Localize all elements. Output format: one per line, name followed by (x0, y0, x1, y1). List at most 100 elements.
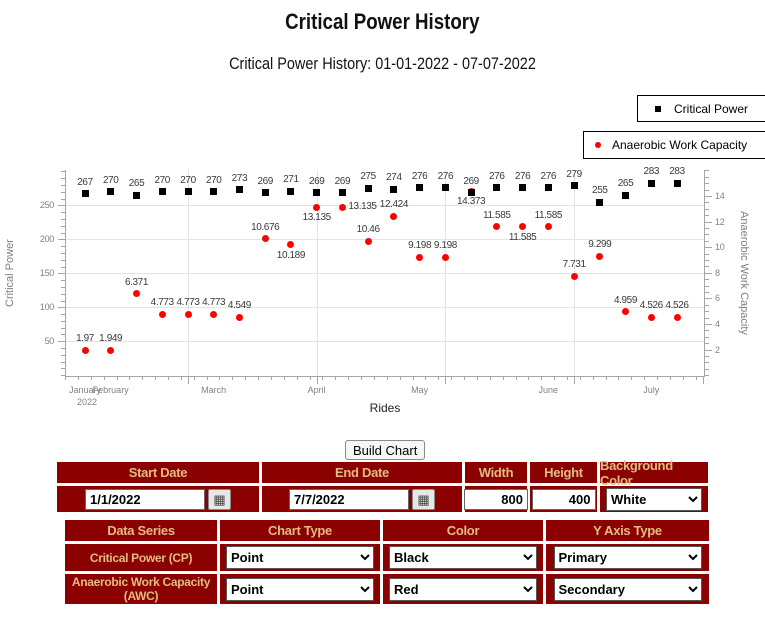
y-left-tick (61, 252, 65, 254)
cp-point (313, 189, 321, 196)
x-major-tick (445, 376, 447, 384)
height-input[interactable] (531, 488, 596, 510)
width-input[interactable] (464, 488, 528, 510)
x-major-tick (702, 376, 704, 384)
awc-yaxis-select[interactable]: Secondary (553, 577, 702, 601)
awc-point (416, 253, 424, 261)
y-left-tick (61, 171, 65, 173)
awc-point (647, 313, 655, 321)
x-minor-tick (90, 376, 92, 380)
awc-point-label: 4.773 (150, 297, 174, 309)
awc-point (210, 310, 218, 318)
y-right-tick-label: 2 (715, 344, 720, 355)
awc-point-label: 4.526 (639, 300, 663, 312)
awc-color-select[interactable]: Red (389, 577, 537, 601)
y-axis-right-line (704, 170, 705, 376)
x-minor-tick (669, 376, 671, 380)
x-axis-line (65, 376, 705, 377)
y-left-tick (61, 354, 65, 356)
x-minor-tick (438, 376, 440, 380)
cp-point (441, 184, 449, 192)
y-right-tick (705, 215, 709, 217)
start-date-calendar-button[interactable]: ▦ (208, 488, 231, 510)
y-right-tick (705, 259, 709, 261)
y-left-tick (61, 246, 65, 248)
x-minor-tick (515, 376, 517, 380)
awc-point-label: 10.46 (356, 224, 380, 236)
awc-point-label: 11.585 (508, 231, 537, 243)
awc-point (235, 313, 243, 321)
cp-point (390, 185, 398, 193)
y-left-tick (61, 300, 65, 302)
build-chart-button[interactable]: Build Chart (345, 440, 426, 460)
width-header: Width (465, 462, 530, 486)
awc-point (622, 308, 629, 316)
cp-yaxis-select[interactable]: Primary (553, 546, 702, 569)
y-right-tick (705, 317, 709, 319)
background-color-select[interactable]: White (606, 487, 702, 511)
awc-point (673, 313, 681, 321)
critical-power-square-icon (655, 105, 661, 112)
cp-point-label: 269 (334, 175, 351, 187)
awc-chart-type-select[interactable]: Point (226, 577, 374, 601)
y-right-tick (705, 266, 709, 268)
cp-chart-type-select[interactable]: Point (226, 546, 374, 569)
x-minor-tick (206, 376, 208, 380)
y-right-tick (705, 221, 712, 223)
x-minor-tick (451, 376, 453, 380)
x-minor-tick (270, 376, 272, 380)
cp-point-label: 270 (205, 174, 222, 186)
awc-point (184, 310, 192, 318)
cp-point (493, 184, 501, 192)
x-minor-tick (631, 376, 633, 380)
awc-point (133, 290, 140, 298)
cp-point (673, 179, 681, 187)
cp-color-select[interactable]: Black (389, 546, 537, 569)
y-left-tick-label: 100 (39, 302, 54, 313)
y-left-tick (58, 341, 65, 343)
end-date-input[interactable] (289, 488, 409, 510)
y-right-tick (705, 170, 709, 172)
awc-row-label: Anaerobic Work Capacity (AWC) (65, 574, 220, 604)
x-axis-title: Rides (369, 401, 401, 415)
cp-point (364, 184, 372, 192)
x-minor-tick (554, 376, 556, 380)
awc-point-label: 4.773 (202, 297, 226, 309)
x-minor-tick (464, 376, 465, 380)
cp-point (467, 189, 475, 196)
cp-point-label: 269 (308, 175, 325, 187)
start-date-input[interactable] (85, 488, 205, 510)
awc-point (544, 223, 552, 231)
y-left-tick (61, 225, 65, 227)
awc-point-label: 11.585 (483, 209, 511, 221)
data-series-table: Data Series Chart Type Color Y Axis Type… (62, 517, 712, 607)
cp-point-label: 276 (437, 170, 454, 182)
y-right-tick (705, 272, 712, 274)
awc-point-label: 10.189 (276, 249, 306, 261)
cp-point (81, 190, 89, 198)
x-minor-tick (348, 376, 350, 380)
y-left-tick (61, 327, 65, 329)
y-right-tick (705, 324, 712, 325)
awc-point-label: 13.135 (302, 212, 332, 223)
y-left-tick (61, 334, 65, 336)
y-left-tick (61, 178, 65, 180)
awc-point-label: 4.526 (665, 300, 689, 312)
y-right-tick (705, 292, 709, 293)
cp-point-label: 270 (102, 174, 119, 186)
month-label: May (411, 385, 429, 395)
y-right-tick (705, 279, 709, 281)
awc-point-label: 9.198 (408, 240, 432, 252)
awc-point (493, 223, 501, 231)
end-date-calendar-button[interactable]: ▦ (412, 488, 435, 510)
awc-point (81, 346, 89, 354)
cp-point-label: 267 (77, 176, 93, 188)
x-minor-tick (296, 376, 298, 380)
y-left-tick-label: 150 (39, 268, 54, 279)
x-minor-tick (541, 376, 543, 380)
y-right-tick (705, 247, 712, 249)
cp-point (107, 188, 115, 196)
y-right-tick (705, 227, 709, 229)
x-minor-tick (245, 376, 247, 380)
y-axis-right-label: Anaerobic Work Capacity (738, 211, 750, 335)
